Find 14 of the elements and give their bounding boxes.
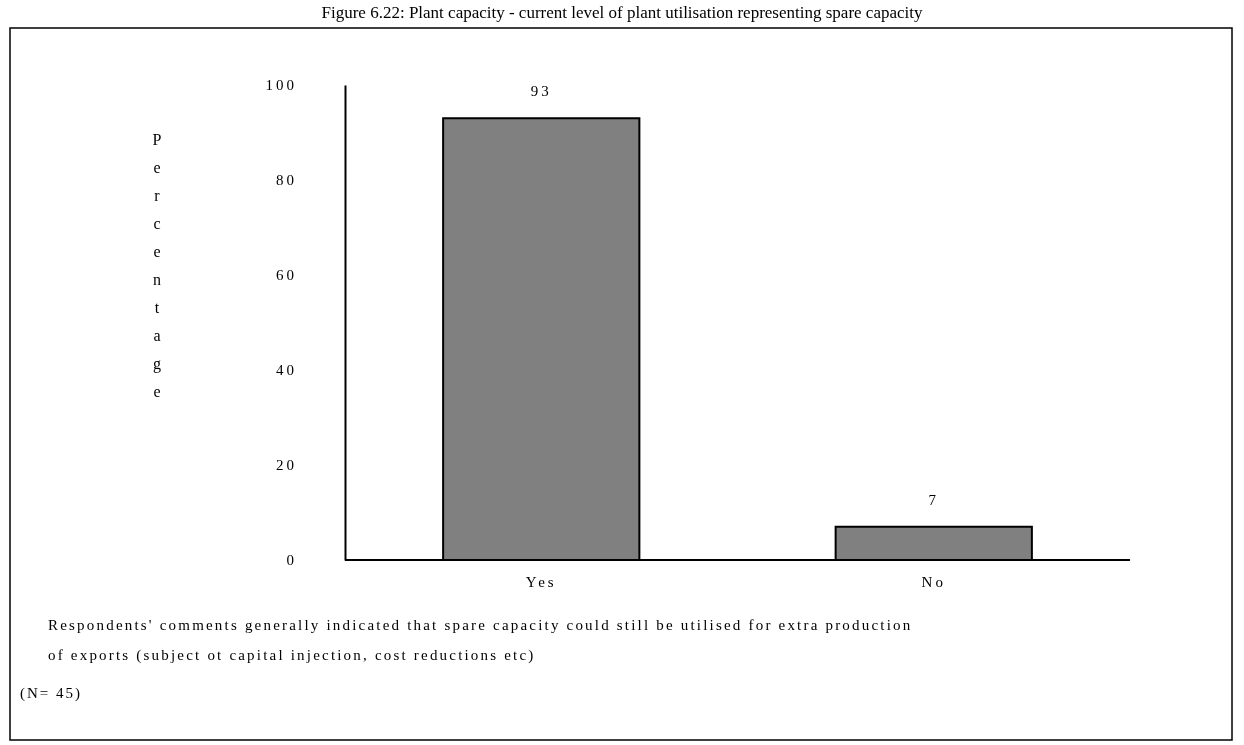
- data-label: 7: [928, 491, 939, 508]
- chart-title: Figure 6.22: Plant capacity - current level of plant utilisation representing spare capacity: [321, 3, 923, 22]
- y-tick-label: 40: [276, 362, 297, 379]
- y-tick-label: 100: [265, 77, 297, 94]
- x-tick-label: Yes: [525, 573, 557, 590]
- y-tick-label: 0: [286, 552, 297, 569]
- text: Respondents' comments generally indicated that spare capacity could still be utilised for extra production of exports (subject ot capital injection, cost reductions etc): [48, 617, 913, 664]
- data-label: 93: [530, 83, 552, 100]
- text: Percentage: [152, 131, 162, 400]
- y-tick-label: 20: [276, 457, 297, 474]
- y-tick-label: 60: [276, 267, 297, 284]
- text: (N= 45): [20, 685, 83, 702]
- x-tick-label: No: [921, 573, 946, 590]
- y-tick-label: 80: [276, 172, 297, 189]
